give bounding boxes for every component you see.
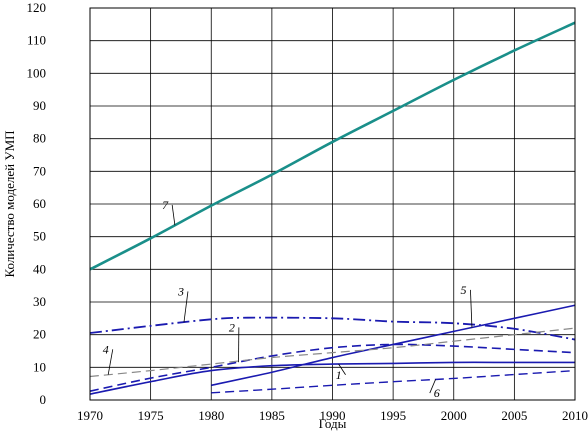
series-2-label: 2 [229, 320, 235, 334]
series-1-label: 1 [336, 368, 342, 382]
plot-frame [89, 7, 576, 401]
series-3-label: 3 [177, 284, 184, 298]
y-tick-label: 10 [33, 359, 46, 374]
y-axis-title: Количество моделей УМП [2, 130, 17, 277]
y-tick-label: 120 [27, 0, 47, 15]
x-tick-label: 2000 [441, 408, 467, 423]
series-4-line [89, 327, 576, 378]
label-leaders [107, 204, 473, 394]
series-lines [89, 21, 576, 395]
series-2-line [89, 343, 576, 392]
series-6-line [211, 369, 576, 394]
series-3-leader [183, 291, 189, 323]
series-5-line [211, 304, 576, 387]
y-tick-label: 110 [27, 33, 46, 48]
y-tick-labels: 0 10 20 30 40 50 60 70 80 90 100 110 120 [27, 0, 47, 407]
series-7-leader [171, 204, 176, 226]
x-axis-title: Годы [319, 416, 347, 431]
x-tick-labels: 1970 1975 1980 1985 1990 1995 2000 2005 2010 [77, 408, 588, 423]
series-6-label: 6 [434, 386, 440, 400]
x-tick-label: 1985 [259, 408, 285, 423]
x-tick-label: 1990 [320, 408, 346, 423]
series-3-line [89, 316, 576, 341]
x-tick-label: 2010 [562, 408, 588, 423]
y-tick-label: 100 [27, 65, 47, 80]
y-tick-label: 50 [33, 229, 46, 244]
x-tick-label: 1995 [380, 408, 406, 423]
series-7-label: 7 [162, 198, 169, 212]
series-4-leader [107, 349, 114, 375]
y-tick-label: 20 [33, 327, 46, 342]
series-1-leader [338, 363, 346, 375]
x-tick-label: 1980 [198, 408, 224, 423]
y-tick-label: 30 [33, 294, 46, 309]
series-5-label: 5 [460, 283, 466, 297]
series-1-line [89, 361, 575, 395]
y-tick-label: 60 [33, 196, 46, 211]
y-tick-label: 90 [33, 98, 46, 113]
series-7-line [89, 21, 576, 271]
y-tick-label: 0 [40, 392, 47, 407]
x-tick-label: 1970 [77, 408, 103, 423]
series-5-leader [470, 289, 473, 328]
y-tick-label: 70 [33, 163, 46, 178]
series-6-leader [429, 379, 436, 394]
series-labels: 7 3 5 2 4 1 6 [103, 198, 467, 400]
x-tick-label: 2005 [501, 408, 527, 423]
y-tick-label: 80 [33, 131, 46, 146]
x-tick-label: 1975 [138, 408, 164, 423]
series-4-label: 4 [103, 342, 109, 356]
y-tick-label: 40 [33, 261, 46, 276]
